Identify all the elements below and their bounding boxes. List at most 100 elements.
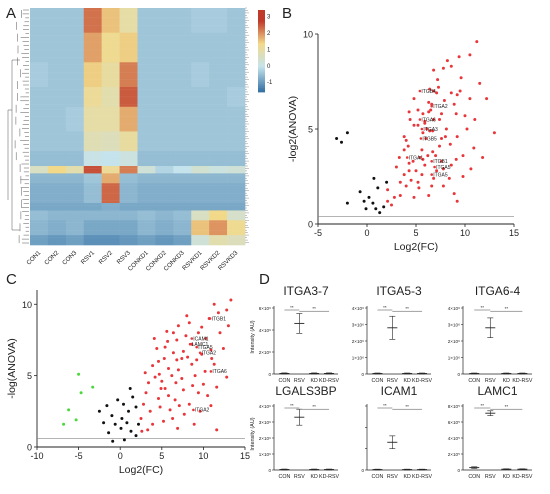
subplot-y-tick-label: 4×10⁵ [448, 436, 460, 441]
data-point [158, 405, 162, 409]
heatmap-cell [191, 220, 210, 236]
heatmap-cell [47, 173, 67, 184]
labeled-point [195, 345, 198, 349]
heatmap-cell [173, 106, 192, 132]
data-point [77, 372, 81, 376]
significance-stars: ** [480, 305, 484, 310]
heatmap-cell [191, 210, 210, 221]
y-tick-label: 0 [308, 220, 313, 230]
data-point [367, 195, 371, 199]
data-point [382, 205, 386, 209]
x-axis-label: Log2(FC) [119, 464, 163, 476]
colorbar-step [258, 26, 265, 29]
intensity-subplot: ITGA5-3 0 1×10⁶ 2×10⁶ 3×10⁶ 4×10⁶ CON RSV KD KD-R… [352, 284, 433, 384]
subplot-y-tick-label: 0 [361, 372, 364, 377]
significance-stars: ** [405, 306, 409, 311]
significance-stars: ** [312, 404, 316, 409]
heatmap-cell [119, 183, 138, 204]
colorbar-step [258, 44, 265, 48]
y-tick-label: 5 [308, 125, 313, 135]
heatmap-column-label: CON1 [25, 249, 43, 267]
x-tick-label: -5 [75, 451, 83, 461]
gene-label: ITGA6 [421, 117, 436, 123]
colorbar-step [258, 81, 265, 85]
heatmap-cell [47, 235, 67, 246]
heatmap-cell [191, 8, 210, 33]
data-point [177, 404, 181, 408]
data-point [203, 369, 207, 373]
subplot-category-label: RSV [485, 378, 496, 384]
subplot-y-tick-label: 1×10⁶ [259, 452, 271, 457]
data-point [146, 428, 150, 432]
data-point [97, 409, 101, 413]
data-point [191, 384, 195, 388]
labeled-point [430, 104, 434, 108]
data-point [128, 387, 132, 390]
heatmap-cell [83, 32, 102, 63]
gene-label: ITGA3 [423, 127, 438, 133]
data-point [492, 131, 496, 135]
heatmap-cell [30, 173, 49, 184]
heatmap-cell [173, 8, 192, 33]
heatmap-cell [227, 183, 246, 204]
colorbar-step [258, 34, 265, 38]
panel-letter-d: D [259, 271, 270, 288]
heatmap-cell [155, 8, 174, 33]
data-point [409, 178, 413, 182]
data-point [402, 173, 406, 177]
heatmap-cell [155, 210, 174, 221]
data-point [428, 129, 432, 133]
data-point [428, 87, 432, 91]
labeled-point [198, 351, 202, 355]
data-point [193, 374, 197, 378]
data-point [408, 118, 412, 121]
data-point [427, 194, 431, 197]
data-point [212, 362, 216, 366]
data-point [209, 348, 213, 352]
data-point [182, 412, 186, 416]
data-point [196, 391, 200, 395]
subplot-y-tick-label: 2×10⁵ [448, 452, 460, 457]
data-point [212, 302, 216, 306]
data-point [170, 374, 174, 378]
data-point [157, 397, 160, 400]
subplot-title: ITGA5-3 [376, 284, 422, 298]
subplot-y-tick-label: 3×10⁶ [352, 322, 364, 327]
row-tick-marks [245, 7, 249, 243]
heatmap-cell [47, 87, 67, 108]
panel-letter-b: B [282, 5, 292, 22]
data-point [455, 199, 459, 203]
subplot-y-tick-label: 4×10⁶ [259, 404, 271, 409]
data-point [226, 324, 230, 328]
data-point [209, 404, 213, 408]
data-point [171, 331, 175, 335]
data-point [431, 150, 435, 154]
heatmap-cell [65, 210, 85, 221]
data-point [67, 408, 71, 412]
gene-label: LAMC1 [192, 342, 209, 348]
colorbar-step [258, 30, 265, 33]
heatmap-cell [119, 210, 138, 221]
heatmap-cell [155, 32, 174, 63]
colorbar-step [258, 57, 265, 60]
data-point [418, 156, 422, 159]
heatmap-cell [119, 220, 138, 236]
data-point [432, 89, 436, 93]
colorbar-step [258, 83, 265, 87]
subplot-category-label: KD-RSV [412, 474, 432, 480]
row-dendrogram [7, 9, 29, 244]
significance-stars: ** [383, 403, 387, 408]
colorbar-tick-label: 0 [267, 64, 271, 70]
data-point [185, 314, 189, 318]
data-point [174, 381, 178, 385]
subplot-y-tick-label: 0 [361, 468, 364, 473]
subplot-y-tick-label: 1×10⁶ [352, 355, 364, 360]
heatmap-cell [209, 62, 228, 88]
data-point [402, 135, 406, 139]
subplot-category-label: CON [279, 474, 291, 480]
x-tick-label: -10 [30, 451, 43, 461]
data-point [218, 331, 222, 335]
data-point [372, 176, 376, 180]
heatmap-cell [83, 151, 102, 167]
data-point [463, 114, 467, 118]
